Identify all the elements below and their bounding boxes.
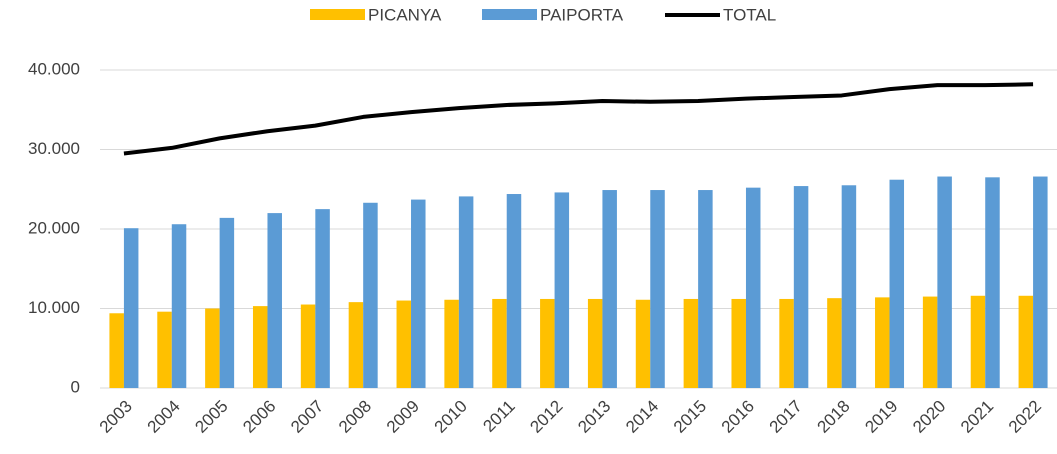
- x-tick-label: 2016: [718, 397, 758, 437]
- bar: [109, 313, 124, 388]
- x-tick-label: 2007: [287, 397, 327, 437]
- x-tick-label: 2006: [239, 397, 279, 437]
- bar: [315, 209, 330, 388]
- bar: [635, 299, 651, 388]
- legend-swatch: [310, 9, 365, 20]
- legend-label: TOTAL: [723, 5, 776, 24]
- bar: [1033, 176, 1048, 388]
- bar: [602, 190, 617, 388]
- y-tick-label: 40.000: [28, 59, 80, 78]
- legend-label: PICANYA: [368, 5, 442, 24]
- x-tick-label: 2021: [957, 397, 997, 437]
- bar: [587, 298, 603, 388]
- x-tick-label: 2005: [191, 397, 231, 437]
- x-tick-label: 2011: [479, 397, 518, 436]
- bar: [985, 177, 1000, 388]
- line: [123, 82, 1034, 156]
- bar: [731, 298, 746, 388]
- x-tick-label: 2018: [813, 397, 853, 437]
- bar: [793, 186, 809, 388]
- bar: [540, 298, 555, 388]
- legend-swatch: [482, 9, 537, 20]
- x-tick-label: 2022: [1005, 397, 1045, 437]
- bar: [300, 304, 316, 388]
- bar: [458, 196, 474, 388]
- x-tick-label: 2013: [574, 397, 614, 437]
- x-tick-label: 2008: [335, 397, 375, 437]
- x-tick-label: 2012: [526, 397, 566, 437]
- x-tick-label: 2010: [431, 397, 471, 437]
- bar: [779, 298, 794, 388]
- x-tick-label: 2009: [383, 397, 423, 437]
- bar: [506, 194, 522, 388]
- x-tick-label: 2004: [144, 397, 184, 437]
- bar: [922, 296, 938, 388]
- legend-label: PAIPORTA: [540, 5, 624, 24]
- x-tick-label: 2015: [670, 397, 710, 437]
- bar: [554, 192, 570, 388]
- y-tick-label: 30.000: [28, 139, 80, 158]
- bar: [396, 300, 412, 388]
- x-tick-label: 2014: [622, 397, 662, 437]
- x-tick-label: 2020: [909, 397, 949, 437]
- bar: [219, 217, 235, 388]
- bar: [827, 298, 842, 388]
- bar: [970, 295, 986, 388]
- bar: [123, 228, 139, 388]
- bar: [1018, 295, 1034, 388]
- bar: [698, 190, 713, 388]
- bar: [205, 308, 220, 388]
- x-tick-label: 2003: [96, 397, 136, 437]
- bar: [683, 298, 699, 388]
- bar: [841, 185, 857, 388]
- x-tick-label: 2017: [766, 397, 806, 437]
- bar: [363, 202, 378, 388]
- bar: [937, 176, 952, 388]
- bar: [267, 213, 282, 388]
- bar: [492, 298, 507, 388]
- bar: [411, 199, 426, 388]
- bar: [745, 187, 761, 388]
- bar: [157, 311, 172, 388]
- bar: [650, 190, 665, 388]
- bar: [875, 297, 890, 388]
- x-tick-label: 2019: [861, 397, 901, 437]
- bar: [171, 224, 187, 388]
- bar: [889, 179, 905, 388]
- y-tick-label: 20.000: [28, 218, 80, 237]
- y-tick-label: 10.000: [28, 298, 80, 317]
- bar: [348, 302, 364, 388]
- y-tick-label: 0: [71, 377, 80, 396]
- bar: [444, 299, 459, 388]
- bar: [252, 306, 268, 388]
